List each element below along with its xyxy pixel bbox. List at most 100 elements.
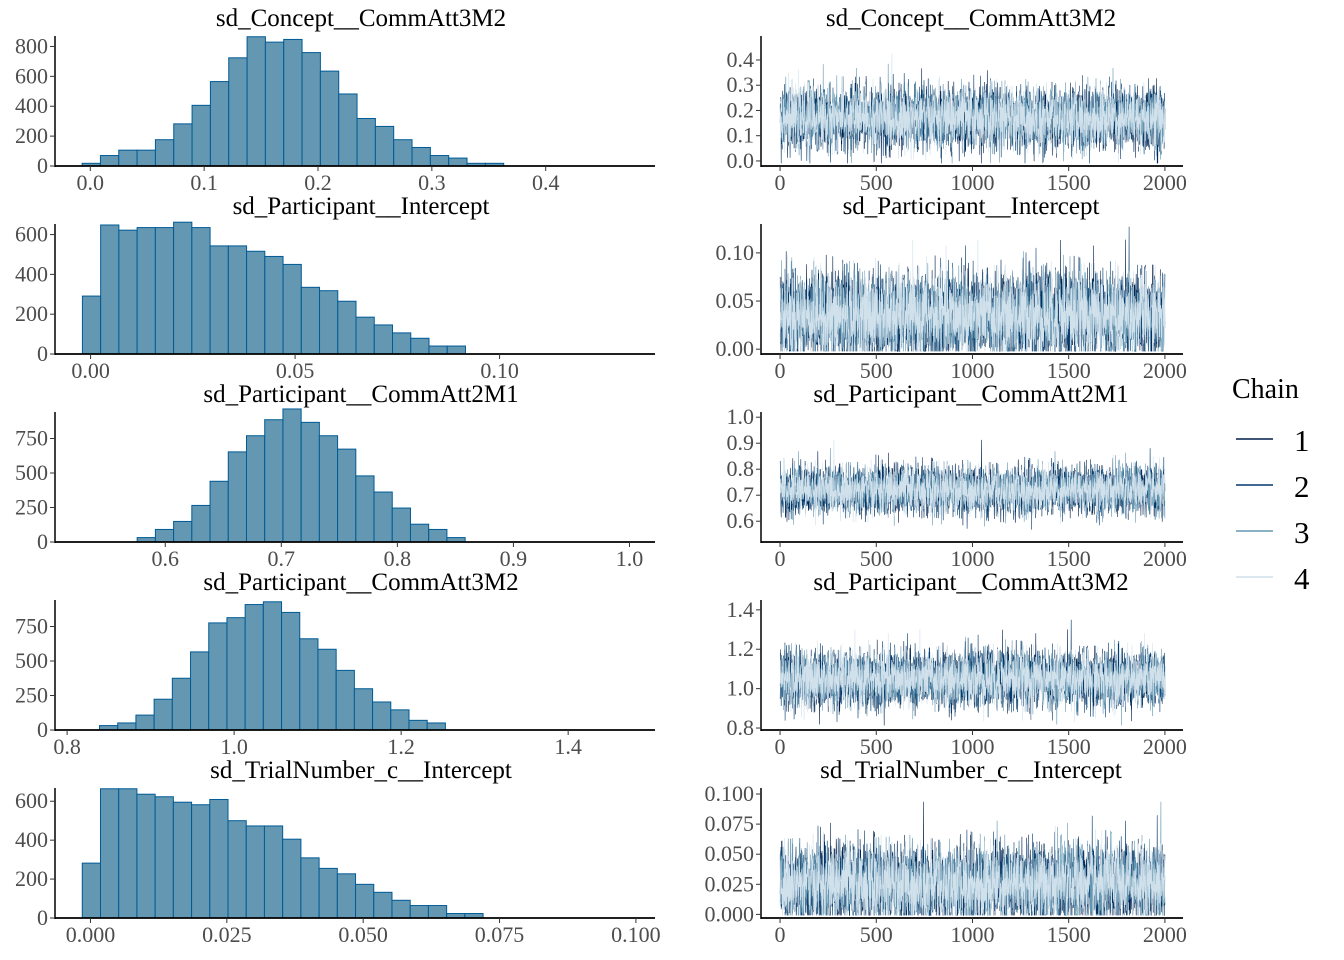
histogram-bar bbox=[337, 448, 357, 543]
histogram-bar bbox=[173, 221, 193, 355]
y-tick-label: 0.4 bbox=[727, 47, 755, 72]
histogram-bar bbox=[154, 796, 174, 919]
y-tick-label: 750 bbox=[15, 613, 48, 638]
histogram-bar bbox=[226, 617, 246, 731]
histogram-bar bbox=[373, 491, 393, 543]
histogram-bar bbox=[356, 117, 376, 167]
x-tick-label: 0.050 bbox=[338, 922, 388, 947]
histogram-bar bbox=[428, 345, 448, 355]
histogram-bar bbox=[190, 651, 210, 731]
histogram-bar bbox=[209, 798, 229, 919]
panel-title: sd_TrialNumber_c__Intercept bbox=[820, 757, 1122, 784]
histogram-bar bbox=[335, 669, 355, 731]
histogram-bar bbox=[282, 263, 302, 355]
histogram-bar bbox=[392, 332, 412, 355]
histogram-bar bbox=[228, 57, 248, 167]
histogram-bar bbox=[300, 421, 320, 543]
histogram-bar bbox=[244, 604, 264, 731]
x-tick-label: 0.9 bbox=[500, 546, 528, 571]
histogram-bar bbox=[262, 601, 283, 731]
x-tick-label: 500 bbox=[860, 922, 893, 947]
y-tick-label: 250 bbox=[15, 682, 48, 707]
histogram-bar bbox=[411, 146, 431, 167]
y-tick-label: 0.2 bbox=[727, 97, 755, 122]
histogram-bar bbox=[281, 611, 301, 731]
y-tick-label: 0.000 bbox=[705, 901, 755, 926]
histogram-bar bbox=[245, 825, 265, 919]
histogram-panel-2: sd_Participant__Intercept 0.00 0.05 0.10 0 20… bbox=[15, 193, 655, 383]
histogram-bar bbox=[373, 891, 393, 919]
trace-panel-4: sd_Participant__CommAtt3M2 0 500 1000 1500 20… bbox=[727, 569, 1187, 759]
histogram-bar bbox=[301, 52, 321, 167]
panel-title: sd_Participant__Intercept bbox=[843, 193, 1100, 220]
histogram-bar bbox=[209, 245, 229, 355]
histogram-bar bbox=[81, 295, 102, 355]
histogram-bar bbox=[100, 224, 120, 355]
histogram-bar bbox=[209, 81, 230, 167]
x-tick-label: 2000 bbox=[1143, 546, 1187, 571]
x-tick-label: 0.3 bbox=[418, 170, 446, 195]
histogram-panel-5: sd_TrialNumber_c__Intercept 0.000 0.025 0.0… bbox=[15, 757, 661, 947]
panel-title: sd_Participant__CommAtt3M2 bbox=[813, 569, 1128, 596]
x-tick-label: 0 bbox=[775, 734, 786, 759]
x-tick-label: 0.0 bbox=[77, 170, 105, 195]
y-tick-label: 0.7 bbox=[727, 482, 755, 507]
trace-line-chain-4 bbox=[779, 439, 1166, 526]
x-tick-label: 1000 bbox=[950, 734, 994, 759]
legend-title: Chain bbox=[1232, 374, 1299, 405]
histogram-bar bbox=[209, 480, 229, 543]
histogram-bar bbox=[353, 688, 374, 731]
x-tick-label: 0.8 bbox=[384, 546, 412, 571]
y-tick-label: 200 bbox=[15, 866, 48, 891]
histogram-panel-3: sd_Participant__CommAtt2M1 0.6 0.7 0.8 0.9 1.… bbox=[15, 381, 655, 571]
x-tick-label: 1.0 bbox=[220, 734, 248, 759]
histogram-bar bbox=[317, 648, 337, 731]
y-tick-label: 0.8 bbox=[727, 715, 755, 740]
x-tick-label: 2000 bbox=[1143, 734, 1187, 759]
y-tick-label: 600 bbox=[15, 222, 48, 247]
histogram-bar bbox=[393, 139, 413, 167]
histogram-bar bbox=[136, 227, 156, 355]
x-tick-label: 0.100 bbox=[611, 922, 661, 947]
y-tick-label: 0 bbox=[37, 529, 48, 554]
x-tick-label: 1500 bbox=[1047, 358, 1091, 383]
histogram-bar bbox=[245, 435, 266, 543]
histogram-bar bbox=[264, 255, 284, 355]
trace-line-chain-4 bbox=[779, 53, 1166, 164]
y-tick-label: 500 bbox=[15, 460, 48, 485]
histogram-bar bbox=[282, 838, 302, 919]
x-tick-label: 0 bbox=[775, 922, 786, 947]
trace-panel-5: sd_TrialNumber_c__Intercept 0 500 1000 1500 2… bbox=[705, 757, 1187, 947]
y-tick-label: 750 bbox=[15, 425, 48, 450]
panel-title: sd_Concept__CommAtt3M2 bbox=[826, 5, 1116, 32]
x-tick-label: 0.2 bbox=[304, 170, 332, 195]
histogram-bar bbox=[191, 504, 211, 543]
legend-label-chain-3: 3 bbox=[1294, 515, 1310, 550]
y-tick-label: 400 bbox=[15, 827, 48, 852]
chain-legend: Chain 1 2 3 4 bbox=[1232, 374, 1310, 596]
x-tick-label: 0.05 bbox=[276, 358, 315, 383]
histogram-bar bbox=[135, 714, 155, 731]
histogram-bar bbox=[191, 104, 211, 167]
histogram-bar bbox=[136, 793, 156, 919]
y-tick-label: 0.00 bbox=[716, 336, 755, 361]
histogram-bar bbox=[154, 528, 175, 543]
y-tick-label: 500 bbox=[15, 648, 48, 673]
x-tick-label: 1.2 bbox=[387, 734, 415, 759]
y-tick-label: 0.025 bbox=[705, 871, 755, 896]
x-tick-label: 0 bbox=[775, 358, 786, 383]
y-tick-label: 0.3 bbox=[727, 72, 755, 97]
y-tick-label: 0.050 bbox=[705, 841, 755, 866]
histogram-bar bbox=[99, 788, 120, 919]
histogram-bar bbox=[117, 722, 137, 731]
y-tick-label: 400 bbox=[15, 261, 48, 286]
y-tick-label: 1.0 bbox=[727, 404, 755, 429]
x-tick-label: 500 bbox=[860, 546, 893, 571]
panel-title: sd_Participant__Intercept bbox=[233, 193, 490, 220]
histogram-bar bbox=[428, 528, 448, 543]
histogram-bar bbox=[118, 229, 138, 355]
histogram-bar bbox=[191, 227, 211, 355]
histogram-bar bbox=[283, 38, 303, 167]
histogram-bar bbox=[446, 345, 466, 355]
